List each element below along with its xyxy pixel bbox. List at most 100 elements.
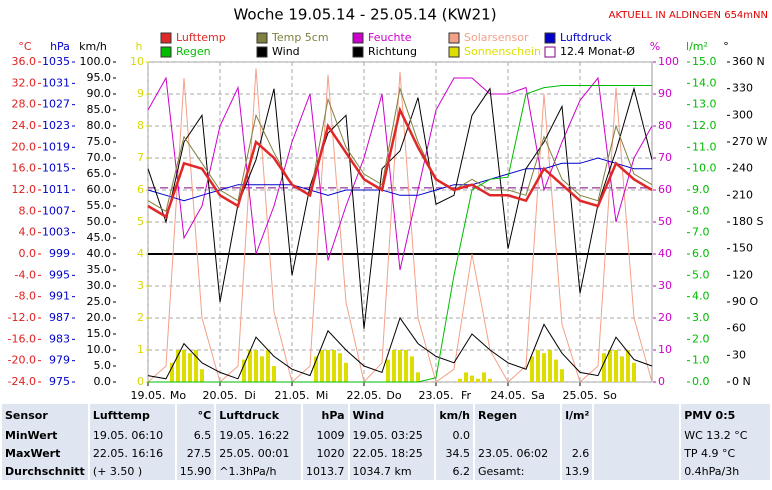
sun-bar — [272, 366, 276, 382]
series-line — [147, 76, 653, 271]
sun-bar — [332, 350, 336, 382]
y-tick-label: 95.0 — [87, 71, 112, 84]
y-tick-label: 14.0 — [692, 76, 717, 89]
cell: 22.05. 18:25 — [349, 444, 435, 462]
y-tick-label: 1015 — [42, 162, 70, 175]
weekday-label: Mo — [170, 389, 186, 402]
x-tick-label: 20.05. — [203, 389, 238, 402]
y-tick-label: 2.0 — [692, 332, 710, 345]
sun-bar — [404, 350, 408, 382]
y-tick-label: 55.0 — [87, 199, 112, 212]
y-tick-label: 1007 — [42, 204, 70, 217]
cell — [594, 426, 680, 444]
y-tick-label: 1027 — [42, 98, 70, 111]
x-tick-label: 25.05. — [563, 389, 598, 402]
y-tick-label: 90.0 — [87, 87, 112, 100]
legend-label: 12.4 Monat-Ø — [560, 45, 635, 58]
y-tick-label: 1003 — [42, 226, 70, 239]
stats-table: Sensor Lufttemp °C Luftdruck hPa Wind km/h … — [0, 404, 772, 480]
y-tick-label: 180 S — [732, 215, 763, 228]
legend-swatch — [544, 32, 556, 44]
y-tick-label: 20 — [658, 311, 672, 324]
y-tick-label: 1019 — [42, 140, 70, 153]
cell — [594, 404, 680, 426]
sun-bar — [620, 356, 624, 382]
sun-bar — [488, 378, 492, 382]
legend-swatch — [448, 32, 460, 44]
y-tick-label: 987 — [49, 311, 70, 324]
y-tick-label: -8.0 — [15, 290, 36, 303]
cell: 0.0 — [436, 426, 473, 444]
y-tick-label: 0 — [658, 375, 665, 388]
y-tick-label: 36.0 — [12, 55, 37, 68]
y-tick-label: 4.0 — [19, 226, 37, 239]
cell: km/h — [436, 404, 473, 426]
y-tick-label: 60.0 — [87, 183, 112, 196]
cell: Luftdruck — [216, 404, 302, 426]
cell: °C — [176, 404, 215, 426]
legend-label: Sonnenschein — [464, 45, 541, 58]
y-tick-label: 16.0 — [12, 162, 37, 175]
y-tick-label: 4 — [137, 247, 144, 260]
y-tick-label: 6 — [137, 183, 144, 196]
cell: 13.9 — [561, 462, 593, 480]
y-tick-label: -4.0 — [15, 268, 36, 281]
sun-bar — [416, 372, 420, 382]
y-tick-label: 90 — [658, 87, 672, 100]
cell: Regen — [475, 404, 560, 426]
y-tick-label: 8.0 — [692, 204, 710, 217]
y-tick-label: 991 — [49, 290, 70, 303]
stats-row: Durchschnitt (+ 3.50 ) 15.90 ^1.3hPa/h 1013.… — [2, 462, 770, 480]
x-tick-label: 21.05. — [275, 389, 310, 402]
chart-title: Woche 19.05.14 - 25.05.14 (KW21) — [233, 6, 496, 24]
y-tick-label: -16.0 — [8, 332, 36, 345]
axis-title: % — [650, 40, 660, 53]
y-tick-label: 30 — [658, 279, 672, 292]
y-tick-label: 15.0 — [692, 55, 717, 68]
y-tick-label: 240 — [732, 162, 753, 175]
cell: 1034.7 km — [349, 462, 435, 480]
cell: 6.2 — [436, 462, 473, 480]
y-tick-label: 35.0 — [87, 263, 112, 276]
y-tick-label: 10.0 — [692, 162, 717, 175]
y-tick-label: 150 — [732, 242, 753, 255]
sun-bar — [548, 350, 552, 382]
y-tick-label: 0 N — [732, 375, 751, 388]
cell: MinWert — [2, 426, 88, 444]
y-tick-label: 10 — [130, 55, 144, 68]
y-tick-label: 2 — [137, 311, 144, 324]
cell: 2.6 — [561, 444, 593, 462]
cell: MaxWert — [2, 444, 88, 462]
sun-bar — [344, 362, 348, 382]
cell: 22.05. 16:16 — [89, 444, 175, 462]
axis-title: ° — [723, 40, 729, 53]
cell: 15.90 — [176, 462, 215, 480]
sun-bar — [314, 356, 318, 382]
series-line — [147, 86, 653, 329]
y-tick-label: 120 — [732, 268, 753, 281]
y-tick-label: -20.0 — [8, 354, 36, 367]
y-tick-label: 20.0 — [87, 311, 112, 324]
cell: TP 4.9 °C — [681, 444, 770, 462]
y-tick-label: 40 — [658, 247, 672, 260]
sun-bar — [200, 369, 204, 382]
cell: 19.05. 16:22 — [216, 426, 302, 444]
sun-bar — [182, 350, 186, 382]
cell: 34.5 — [436, 444, 473, 462]
cell: ^1.3hPa/h — [216, 462, 302, 480]
y-tick-label: 50 — [658, 215, 672, 228]
y-tick-label: 10.0 — [87, 343, 112, 356]
axis-title: °C — [18, 40, 32, 53]
cell: 25.05. 00:01 — [216, 444, 302, 462]
y-tick-label: 5 — [137, 215, 144, 228]
sun-bar — [260, 356, 264, 382]
sun-bar — [242, 359, 246, 382]
y-tick-label: 330 — [732, 82, 753, 95]
sun-bar — [530, 356, 534, 382]
series-line — [147, 86, 653, 213]
cell: WC 13.2 °C — [681, 426, 770, 444]
legend-label: Lufttemp — [176, 31, 226, 44]
y-tick-label: 20.0 — [12, 140, 37, 153]
y-tick-label: 983 — [49, 332, 70, 345]
